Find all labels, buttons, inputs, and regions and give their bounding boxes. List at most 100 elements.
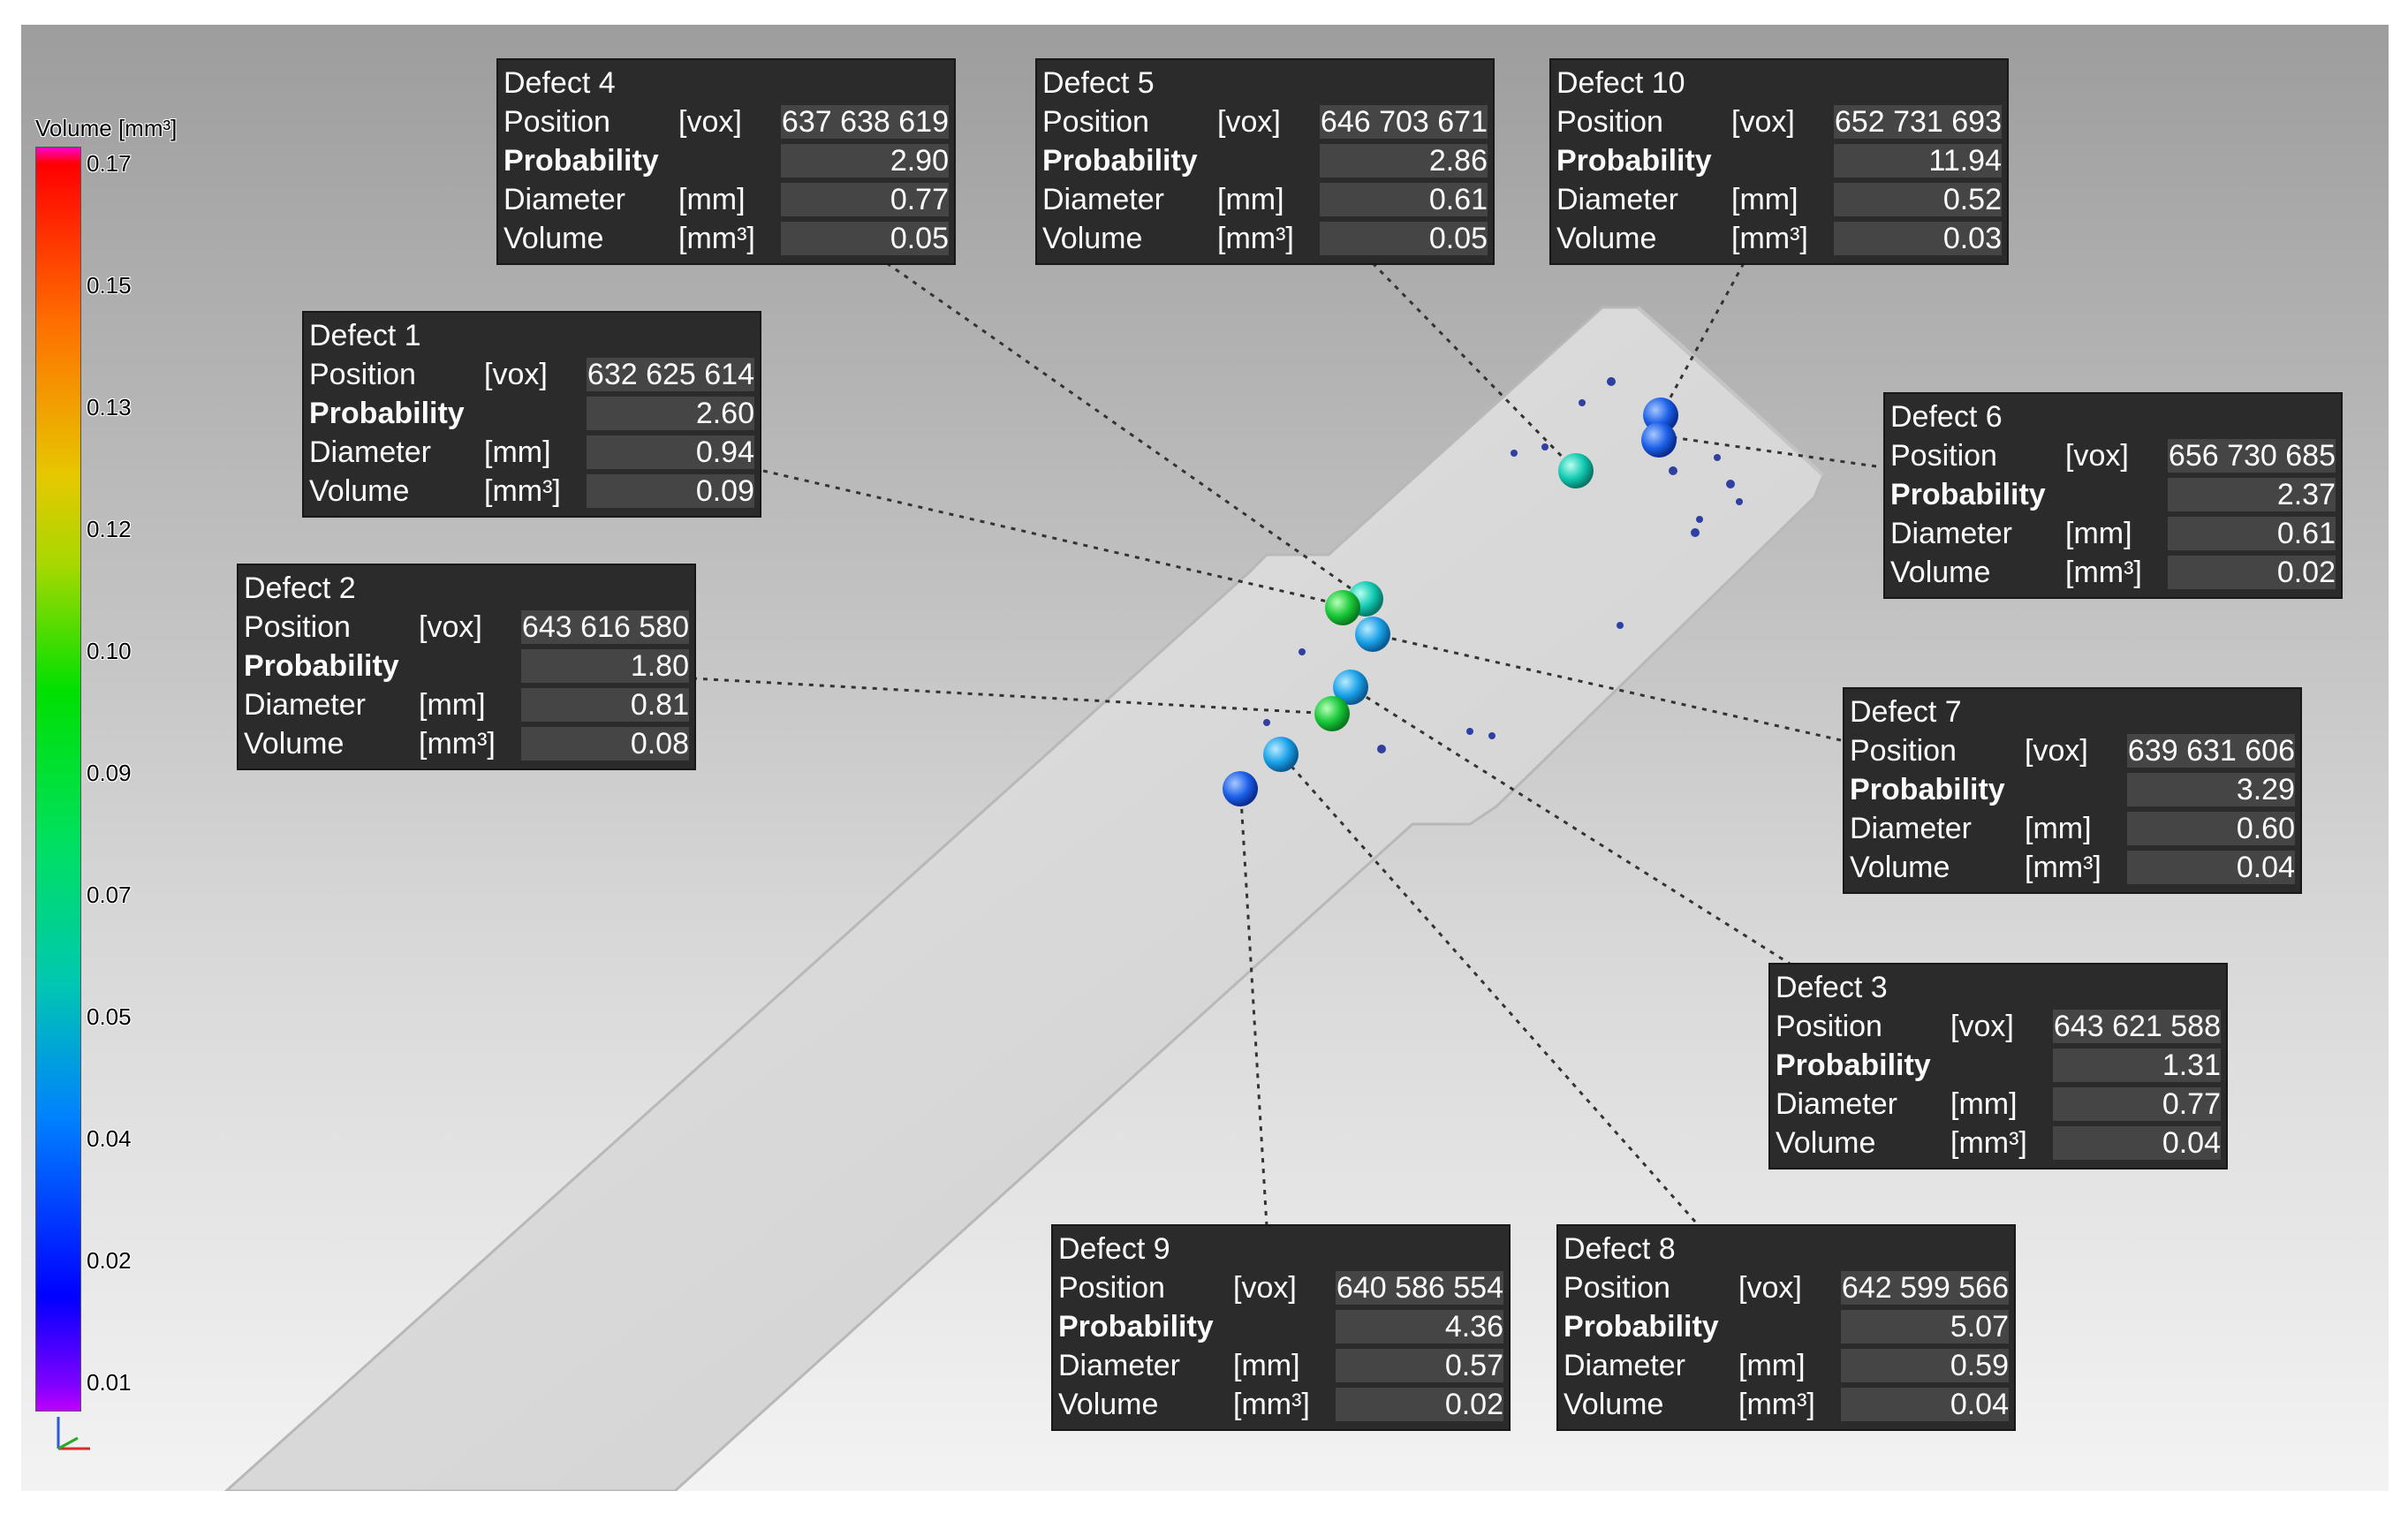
volume-label: Volume: [244, 727, 345, 761]
position-unit: [vox]: [2025, 734, 2088, 768]
defect-info-box[interactable]: Defect 8 Position [vox] 642 599 566 Probab…: [1556, 1224, 2016, 1431]
defect-title: Defect 3: [1776, 971, 1888, 1004]
volume-value: 0.02: [2168, 556, 2336, 589]
diameter-value: 0.77: [781, 183, 949, 216]
position-value: 640 586 554: [1336, 1271, 1503, 1305]
defect-info-box[interactable]: Defect 7 Position [vox] 639 631 606 Probab…: [1843, 687, 2302, 894]
diameter-label: Diameter: [1564, 1349, 1685, 1382]
volume-label: Volume: [1776, 1126, 1876, 1160]
volume-value: 0.04: [2127, 851, 2295, 884]
position-value: 656 730 685: [2168, 439, 2336, 473]
volume-unit: [mm³]: [484, 474, 561, 508]
probability-label: Probability: [1850, 773, 2005, 806]
diameter-unit: [mm]: [2025, 812, 2092, 845]
position-label: Position: [309, 358, 416, 391]
diameter-value: 0.57: [1336, 1349, 1503, 1382]
defect-title: Defect 10: [1556, 66, 1685, 100]
legend-tick: 0.17: [87, 150, 132, 177]
diameter-label: Diameter: [1042, 183, 1164, 216]
diameter-unit: [mm]: [419, 688, 486, 722]
specimen-edge: [1636, 306, 1825, 477]
volume-label: Volume: [1890, 556, 1991, 589]
volume-unit: [mm³]: [1731, 222, 1808, 255]
volume-unit: [mm³]: [2065, 556, 2142, 589]
volume-unit: [mm³]: [1738, 1388, 1815, 1421]
diameter-unit: [mm]: [678, 183, 746, 216]
defect-info-box[interactable]: Defect 2 Position [vox] 643 616 580 Probab…: [237, 564, 696, 770]
diameter-value: 0.61: [2168, 517, 2336, 550]
defect-2-marker[interactable]: [1314, 696, 1350, 731]
position-value: 646 703 671: [1320, 105, 1488, 139]
position-value: 652 731 693: [1834, 105, 2002, 139]
defect-info-box[interactable]: Defect 10 Position [vox] 652 731 693 Proba…: [1549, 58, 2009, 265]
3d-viewport[interactable]: Volume [mm³] 0.17 0.15 0.13 0.12 0.10 0.…: [21, 25, 2389, 1491]
probability-label: Probability: [1042, 144, 1198, 178]
defect-title: Defect 4: [504, 66, 616, 100]
volume-unit: [mm³]: [419, 727, 496, 761]
defect-title: Defect 7: [1850, 695, 1962, 729]
defect-1-marker[interactable]: [1325, 590, 1360, 625]
legend-tick: 0.04: [87, 1125, 132, 1152]
diameter-value: 0.61: [1320, 183, 1488, 216]
position-value: 637 638 619: [781, 105, 949, 139]
probability-value: 2.90: [781, 144, 949, 178]
defect-8-marker[interactable]: [1263, 737, 1299, 772]
specimen-scene[interactable]: [21, 25, 2389, 1491]
defect-5-marker[interactable]: [1558, 453, 1594, 488]
probability-label: Probability: [244, 649, 399, 683]
diameter-label: Diameter: [309, 435, 431, 469]
volume-label: Volume: [1058, 1388, 1159, 1421]
defect-info-box[interactable]: Defect 1 Position [vox] 632 625 614 Probab…: [302, 311, 761, 518]
diameter-unit: [mm]: [1233, 1349, 1300, 1382]
volume-value: 0.08: [521, 727, 689, 761]
diameter-label: Diameter: [1776, 1087, 1897, 1121]
position-unit: [vox]: [1738, 1271, 1802, 1305]
legend-tick: 0.01: [87, 1369, 132, 1396]
leader-lines: [692, 261, 1877, 1227]
probability-value: 1.31: [2053, 1048, 2221, 1082]
defect-title: Defect 1: [309, 319, 421, 352]
defect-7-marker[interactable]: [1355, 617, 1390, 652]
volume-label: Volume: [1564, 1388, 1664, 1421]
defect-info-box[interactable]: Defect 6 Position [vox] 656 730 685 Probab…: [1883, 392, 2343, 599]
probability-label: Probability: [1556, 144, 1712, 178]
probability-value: 2.37: [2168, 478, 2336, 511]
volume-label: Volume: [504, 222, 604, 255]
defect-info-box[interactable]: Defect 9 Position [vox] 640 586 554 Probab…: [1051, 1224, 1511, 1431]
probability-label: Probability: [1564, 1310, 1719, 1344]
volume-unit: [mm³]: [1233, 1388, 1310, 1421]
defect-title: Defect 6: [1890, 400, 2003, 434]
volume-value: 0.04: [2053, 1126, 2221, 1160]
probability-value: 2.60: [587, 397, 754, 430]
defect-info-box[interactable]: Defect 3 Position [vox] 643 621 588 Probab…: [1768, 963, 2228, 1169]
diameter-unit: [mm]: [1731, 183, 1798, 216]
volume-label: Volume: [309, 474, 410, 508]
diameter-value: 0.60: [2127, 812, 2295, 845]
diameter-value: 0.52: [1834, 183, 2002, 216]
volume-unit: [mm³]: [2025, 851, 2101, 884]
defect-6-marker[interactable]: [1641, 422, 1677, 458]
diameter-unit: [mm]: [1738, 1349, 1806, 1382]
legend-tick: 0.10: [87, 638, 132, 664]
defect-info-box[interactable]: Defect 4 Position [vox] 637 638 619 Probab…: [496, 58, 956, 265]
position-unit: [vox]: [1950, 1010, 2014, 1043]
volume-value: 0.03: [1834, 222, 2002, 255]
probability-value: 1.80: [521, 649, 689, 683]
position-unit: [vox]: [678, 105, 742, 139]
defect-title: Defect 9: [1058, 1232, 1170, 1266]
probability-value: 11.94: [1834, 144, 2002, 178]
position-unit: [vox]: [1731, 105, 1795, 139]
defect-9-marker[interactable]: [1223, 771, 1258, 806]
volume-value: 0.05: [781, 222, 949, 255]
volume-value: 0.09: [587, 474, 754, 508]
volume-unit: [mm³]: [678, 222, 755, 255]
diameter-value: 0.77: [2053, 1087, 2221, 1121]
volume-label: Volume: [1556, 222, 1657, 255]
defect-info-box[interactable]: Defect 5 Position [vox] 646 703 671 Probab…: [1035, 58, 1495, 265]
probability-value: 2.86: [1320, 144, 1488, 178]
position-label: Position: [1890, 439, 1997, 473]
defect-3-marker[interactable]: [1333, 670, 1368, 705]
position-label: Position: [1850, 734, 1957, 768]
position-label: Position: [1058, 1271, 1165, 1305]
defect-title: Defect 5: [1042, 66, 1155, 100]
